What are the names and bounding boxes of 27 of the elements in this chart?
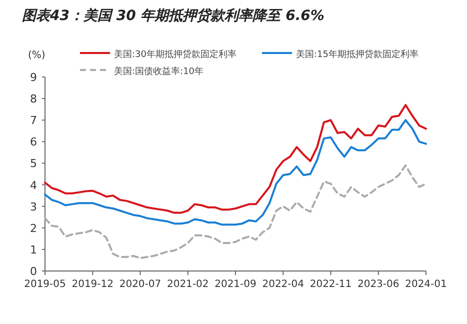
y-tick-label: 6 xyxy=(30,136,37,149)
line-series xyxy=(44,119,427,226)
x-tick-label: 2021-09 xyxy=(214,279,256,290)
chart-title: 图表43：美国 30 年期抵押贷款利率降至 6.6% xyxy=(22,7,324,24)
y-tick-label: 8 xyxy=(30,92,37,106)
x-tick-label: 2024-01 xyxy=(405,279,447,290)
x-tick-label: 2019-05 xyxy=(24,279,66,290)
y-tick-label: 4 xyxy=(30,178,37,192)
x-tick-label: 2022-11 xyxy=(310,279,352,290)
y-tick-label: 0 xyxy=(30,265,37,278)
legend-label: 美国:30年期抵押贷款固定利率 xyxy=(114,49,236,60)
line-series xyxy=(44,164,427,260)
line-series xyxy=(44,104,427,214)
x-tick-label: 2023-06 xyxy=(357,279,400,290)
y-axis-title: (%) xyxy=(28,50,46,61)
x-tick-label: 2021-02 xyxy=(166,279,209,290)
y-tick-label: 5 xyxy=(30,157,37,170)
x-tick-label: 2020-07 xyxy=(119,279,162,290)
x-tick-label: 2022-04 xyxy=(262,279,304,290)
y-tick-label: 1 xyxy=(30,243,37,256)
legend-label: 美国:国债收益率:10年 xyxy=(114,66,204,77)
y-tick-label: 2 xyxy=(30,222,37,235)
legend-label: 美国:15年期抵押贷款固定利率 xyxy=(296,49,418,60)
x-tick-label: 2019-12 xyxy=(72,279,114,290)
y-tick-label: 3 xyxy=(30,200,37,214)
y-tick-label: 7 xyxy=(30,114,37,128)
y-tick-label: 9 xyxy=(30,71,37,84)
